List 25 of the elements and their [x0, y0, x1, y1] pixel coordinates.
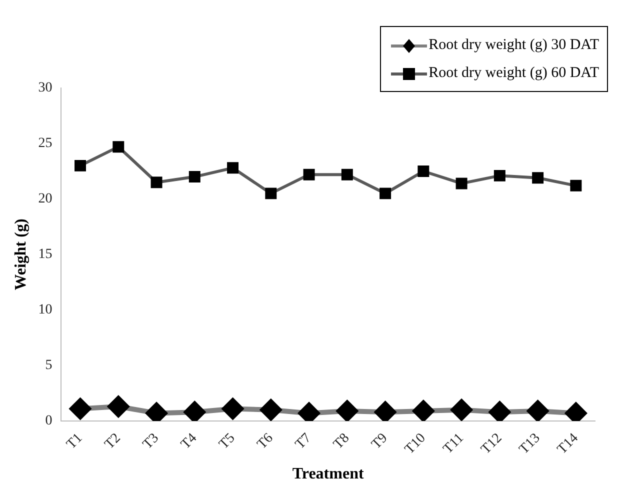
x-axis-title: Treatment — [292, 466, 364, 483]
y-tick-label: 25 — [38, 136, 52, 152]
legend-label: Root dry weight (g) 60 DAT — [428, 65, 599, 81]
x-tick-label: T2 — [102, 430, 124, 452]
x-tick-label: T8 — [330, 430, 353, 452]
x-tick-label: T1 — [64, 430, 86, 452]
x-tick-label: T14 — [554, 430, 582, 458]
x-tick-label: T7 — [292, 430, 314, 452]
y-tick-label: 20 — [38, 192, 52, 207]
x-tick-label: T3 — [140, 430, 162, 452]
x-tick-label: T6 — [254, 430, 276, 452]
y-tick-label: 10 — [38, 302, 52, 318]
legend-label: Root dry weight (g) 30 DAT — [428, 37, 599, 53]
y-tick-label: 15 — [38, 247, 52, 262]
x-tick-label: T4 — [178, 430, 200, 452]
x-tick-label: T12 — [478, 430, 506, 458]
y-tick-label: 5 — [45, 358, 52, 374]
x-tick-label: T9 — [369, 430, 391, 452]
y-axis-title: Weight (g) — [12, 218, 30, 290]
x-tick-label: T13 — [516, 430, 544, 458]
x-tick-label: T10 — [402, 430, 429, 458]
y-tick-label: 0 — [45, 414, 52, 429]
y-tick-label: 30 — [38, 80, 52, 96]
x-tick-label: T11 — [440, 430, 467, 457]
x-tick-label: T5 — [216, 430, 238, 452]
